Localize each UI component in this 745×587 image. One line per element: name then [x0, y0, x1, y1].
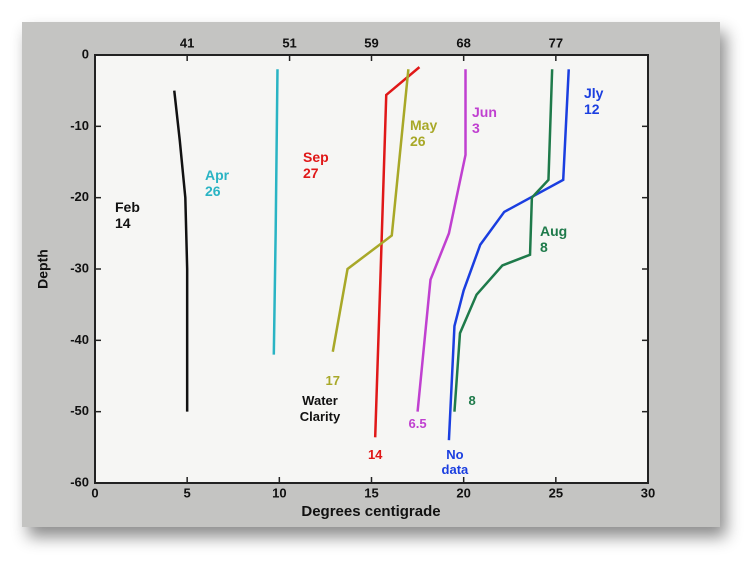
- y-tick-label: -10: [70, 118, 89, 133]
- x-tick-label: 20: [456, 485, 470, 500]
- y-tick-label: -50: [70, 403, 89, 418]
- y-tick-label: -60: [70, 474, 89, 489]
- x-axis-label: Degrees centigrade: [301, 503, 440, 520]
- x-tick-label: 15: [364, 485, 378, 500]
- series-label: Jly 12: [584, 85, 604, 117]
- x2-tick-label: 68: [456, 35, 470, 50]
- series-label: Sep 27: [303, 149, 329, 181]
- clarity-label: 8: [468, 393, 475, 408]
- series-line: [173, 90, 189, 412]
- y-tick-label: -20: [70, 189, 89, 204]
- series-line: [272, 69, 279, 355]
- series-label: Apr 26: [205, 167, 230, 199]
- y-tick-label: -30: [70, 260, 89, 275]
- y-tick-label: 0: [82, 46, 89, 61]
- clarity-label: 14: [368, 447, 383, 462]
- x-tick-label: 25: [549, 485, 563, 500]
- clarity-label: No data: [442, 448, 470, 478]
- series-label: Feb 14: [115, 199, 140, 231]
- x2-tick-label: 41: [180, 35, 194, 50]
- y-tick-label: -40: [70, 332, 89, 347]
- clarity-label: 6.5: [409, 416, 427, 431]
- x2-tick-label: 77: [549, 35, 563, 50]
- series-line: [416, 69, 467, 412]
- x-tick-label: 30: [641, 485, 655, 500]
- x-tick-label: 0: [91, 485, 98, 500]
- x2-tick-label: 51: [282, 35, 296, 50]
- series-line: [331, 69, 410, 352]
- series-line: [447, 69, 570, 441]
- x-tick-label: 10: [272, 485, 286, 500]
- x-tick-label: 5: [184, 485, 191, 500]
- y-axis-label: Depth: [35, 249, 51, 289]
- annotation: Water Clarity: [300, 393, 341, 424]
- series-line: [453, 69, 554, 412]
- series-label: Jun 3: [472, 104, 497, 136]
- series-label: Aug 8: [540, 223, 567, 255]
- clarity-label: 17: [326, 373, 340, 388]
- series-label: May 26: [410, 117, 437, 149]
- x2-tick-label: 59: [364, 35, 378, 50]
- series-line: [373, 66, 421, 438]
